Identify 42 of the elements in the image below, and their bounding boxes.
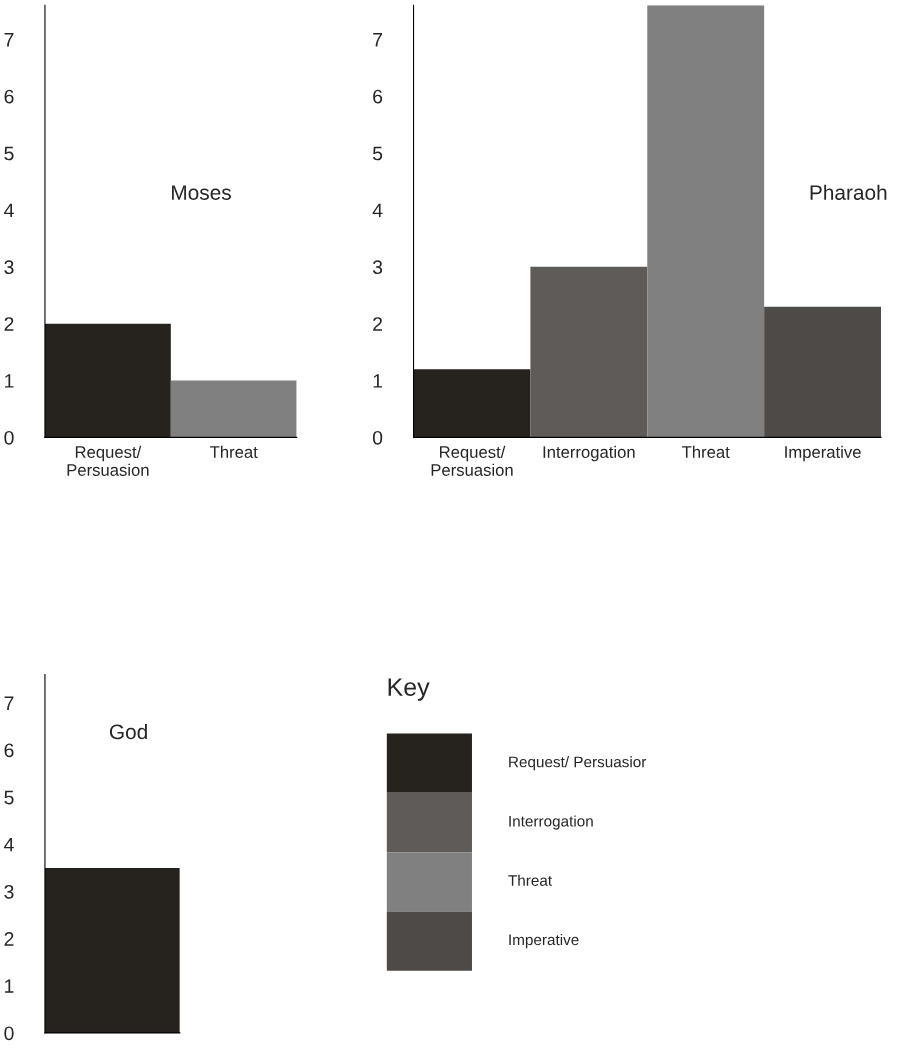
x-tick-label: Imperative: [785, 445, 861, 462]
text: Key: [388, 678, 430, 701]
y-tick-label: 3: [372, 260, 383, 275]
x-tick-label: Interrogation: [543, 445, 635, 462]
y-tick-label: 5: [4, 790, 14, 805]
y-tick-label: 6: [4, 89, 14, 104]
bar: [530, 266, 648, 438]
category-label: Threat: [508, 874, 552, 886]
text: Moses: [172, 185, 231, 200]
category-label: Request/ Persuasior: [509, 756, 647, 771]
text: God: [109, 723, 147, 740]
y-tick-label: 0: [4, 1026, 14, 1041]
y-tick-label: 4: [372, 203, 383, 218]
x-tick-label: Request/ Persuasion: [67, 445, 149, 476]
y-tick-label: 1: [5, 979, 14, 993]
y-tick-label: 0: [4, 430, 14, 445]
y-tick-label: 6: [373, 89, 383, 104]
x-tick-label: Threat: [682, 445, 730, 458]
y-tick-label: 4: [4, 203, 14, 218]
bar: [764, 306, 882, 438]
y-tick-label: 5: [4, 146, 14, 161]
y-tick-label: 5: [372, 146, 383, 161]
y-tick-label: 4: [4, 837, 14, 852]
text: Pharaoh: [810, 184, 887, 200]
y-tick-label: 7: [373, 33, 383, 47]
bar: [647, 5, 765, 438]
category-label: Imperative: [509, 933, 579, 949]
bar: [413, 369, 531, 438]
y-tick-label: 1: [373, 374, 383, 388]
x-tick-label: Request/ Persuasion: [431, 445, 513, 476]
y-tick-label: 6: [4, 743, 14, 758]
y-tick-label: 0: [372, 430, 383, 445]
y-tick-label: 2: [373, 317, 383, 331]
x-tick-label: Threat: [210, 445, 258, 458]
y-tick-label: 3: [4, 884, 14, 899]
y-tick-label: 2: [4, 932, 14, 946]
category-label: Interrogation: [509, 815, 593, 830]
y-tick-label: 7: [4, 696, 14, 710]
y-tick-label: 1: [5, 374, 14, 388]
y-tick-label: 7: [4, 33, 14, 47]
y-tick-label: 3: [4, 260, 14, 275]
y-tick-label: 2: [4, 317, 14, 331]
